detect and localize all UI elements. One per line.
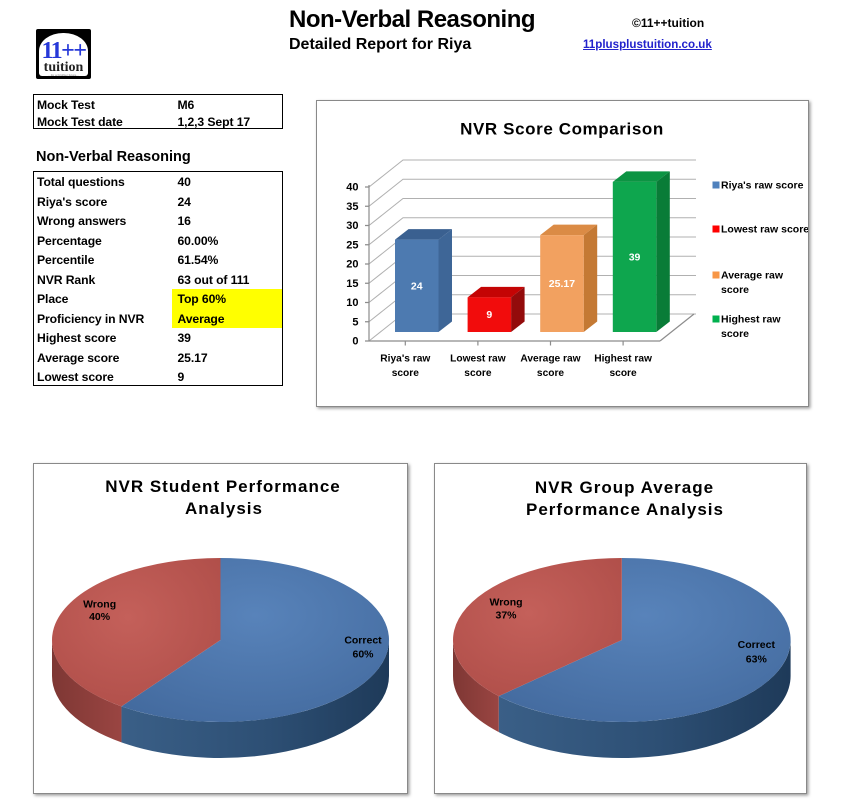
svg-text:Average raw: Average raw xyxy=(520,354,580,365)
svg-text:Wrong: Wrong xyxy=(489,597,522,609)
svg-text:40%: 40% xyxy=(89,611,111,623)
svg-text:NVR Student Performance: NVR Student Performance xyxy=(105,477,341,496)
svg-text:20: 20 xyxy=(346,259,358,271)
svg-text:15: 15 xyxy=(346,278,358,290)
svg-text:Analysis: Analysis xyxy=(185,499,263,518)
svg-text:score: score xyxy=(537,368,565,379)
svg-text:9: 9 xyxy=(486,309,492,321)
svg-text:24: 24 xyxy=(411,280,423,292)
svg-text:score: score xyxy=(464,368,492,379)
svg-text:score: score xyxy=(392,368,420,379)
svg-text:score: score xyxy=(721,284,749,296)
svg-text:Riya's raw: Riya's raw xyxy=(380,354,430,365)
svg-text:Average raw: Average raw xyxy=(721,270,784,282)
svg-text:Correct: Correct xyxy=(738,639,776,651)
svg-text:37%: 37% xyxy=(495,610,517,622)
svg-text:5: 5 xyxy=(352,316,358,328)
svg-text:Lowest raw: Lowest raw xyxy=(450,354,506,365)
svg-text:Lowest raw score: Lowest raw score xyxy=(721,224,809,236)
svg-text:Wrong: Wrong xyxy=(83,599,116,611)
svg-text:Highest raw: Highest raw xyxy=(721,314,781,326)
svg-text:0: 0 xyxy=(352,336,358,348)
svg-text:60%: 60% xyxy=(352,649,374,661)
svg-text:35: 35 xyxy=(346,201,358,213)
svg-text:Riya's raw score: Riya's raw score xyxy=(721,180,804,192)
svg-text:30: 30 xyxy=(346,220,358,232)
svg-text:Correct: Correct xyxy=(344,635,382,647)
svg-text:63%: 63% xyxy=(746,654,768,666)
svg-text:NVR Score Comparison: NVR Score Comparison xyxy=(460,120,664,139)
svg-text:NVR Group Average: NVR Group Average xyxy=(535,478,714,497)
svg-text:score: score xyxy=(610,368,638,379)
svg-text:25: 25 xyxy=(346,239,358,251)
svg-text:Performance Analysis: Performance Analysis xyxy=(526,500,724,519)
svg-text:10: 10 xyxy=(346,297,358,309)
svg-text:39: 39 xyxy=(629,251,641,263)
svg-text:score: score xyxy=(721,328,749,340)
svg-text:Highest raw: Highest raw xyxy=(594,354,652,365)
svg-text:40: 40 xyxy=(346,182,358,194)
svg-text:25.17: 25.17 xyxy=(549,278,575,290)
